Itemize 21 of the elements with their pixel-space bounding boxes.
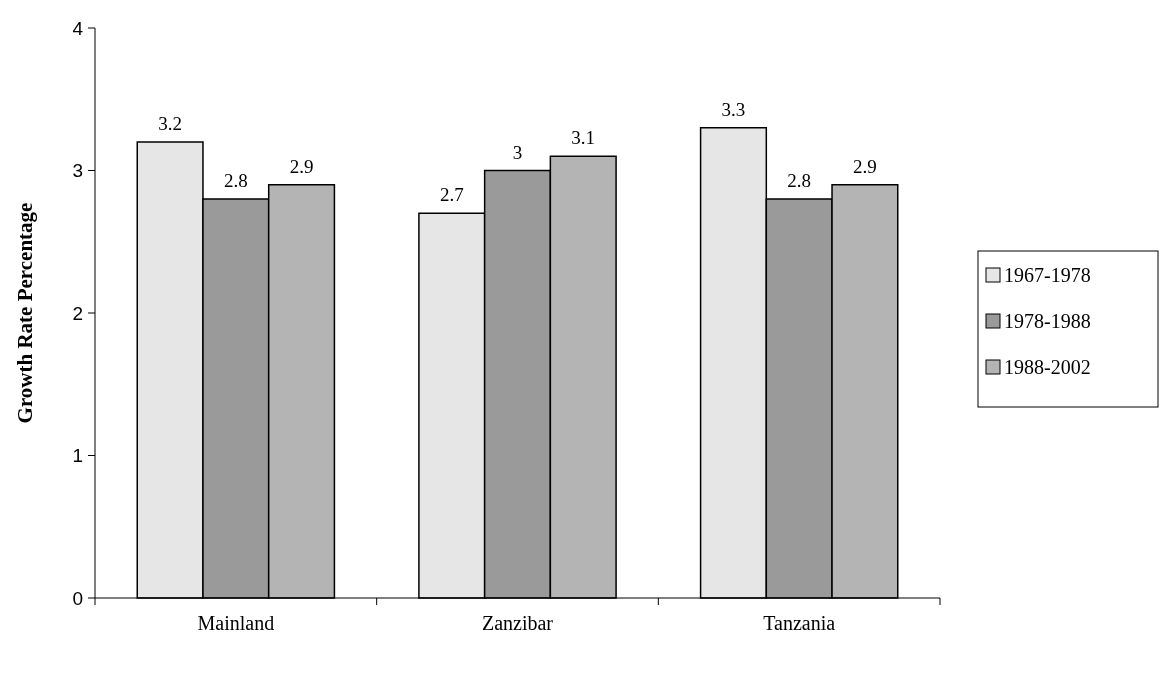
x-tick-label: Tanzania xyxy=(763,612,836,634)
data-label: 3.1 xyxy=(571,127,596,149)
y-tick-label: 0 xyxy=(72,587,83,609)
y-tick-label: 3 xyxy=(72,160,83,182)
data-label: 3.3 xyxy=(721,98,746,120)
y-axis-title: Growth Rate Percentage xyxy=(13,202,37,424)
data-label: 2.8 xyxy=(787,170,812,191)
data-label: 2.8 xyxy=(223,170,248,191)
data-label: 2.9 xyxy=(853,155,877,177)
data-label: 3.2 xyxy=(158,113,182,134)
data-label: 3 xyxy=(512,141,523,163)
legend-label: 1988-2002 xyxy=(1004,356,1091,378)
data-label: 2.7 xyxy=(439,184,464,206)
x-tick-label: Zanzibar xyxy=(481,612,554,634)
data-label: 2.9 xyxy=(289,155,314,177)
legend-label: 1978-1988 xyxy=(1004,310,1091,332)
x-tick-label: Mainland xyxy=(197,612,275,634)
legend-label: 1967-1978 xyxy=(1004,264,1091,286)
y-tick-label: 2 xyxy=(72,302,83,324)
y-tick-label: 1 xyxy=(72,445,83,467)
y-tick-label: 4 xyxy=(72,17,84,39)
